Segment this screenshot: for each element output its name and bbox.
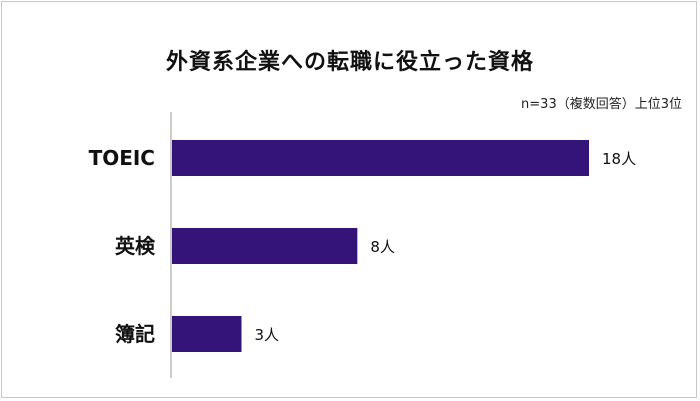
category-label: TOEIC (89, 146, 155, 170)
value-label: 8人 (370, 238, 395, 256)
bar (172, 140, 589, 176)
chart-title: 外資系企業への転職に役立った資格 (165, 50, 534, 75)
value-label: 3人 (255, 326, 280, 344)
category-label: 簿記 (115, 322, 155, 346)
value-label: 18人 (602, 150, 636, 168)
category-label: 英検 (115, 234, 156, 258)
bar (172, 316, 242, 352)
bar (172, 228, 358, 264)
chart-subtitle: n=33（複数回答）上位3位 (521, 97, 682, 112)
